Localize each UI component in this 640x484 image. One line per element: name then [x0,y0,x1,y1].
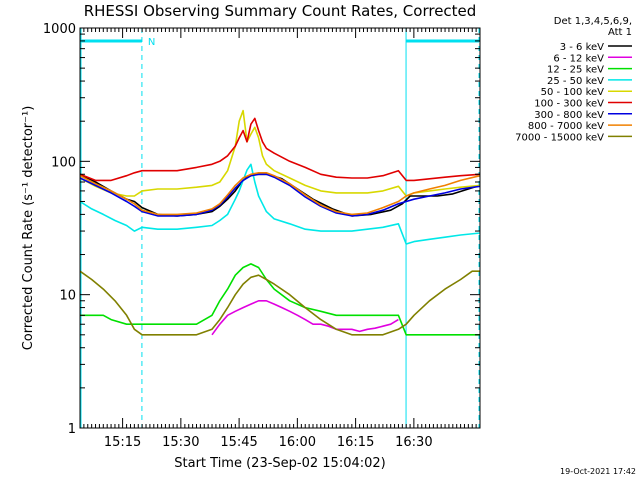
night-label: N [148,37,155,48]
x-tick-label: 15:30 [162,435,199,450]
legend-label: 100 - 300 keV [534,99,604,110]
legend-label: 3 - 6 keV [560,42,604,53]
x-tick-label: 15:45 [220,435,257,450]
y-tick-label: 100 [51,155,76,170]
legend-label: 6 - 12 keV [553,53,604,64]
legend-label: 50 - 100 keV [541,87,605,98]
legend-header: Att 1 [608,27,632,38]
legend-label: 300 - 800 keV [534,110,604,121]
series-line-7000-15000-kev [79,270,480,336]
chart-title: RHESSI Observing Summary Count Rates, Co… [84,2,477,20]
legend-header: Det 1,3,4,5,6,9, [554,16,632,27]
x-tick-label: 16:30 [395,435,432,450]
plot-frame [79,27,481,429]
legend-label: 25 - 50 keV [547,76,604,87]
x-axis-label: Start Time (23-Sep-02 15:04:02) [174,456,385,471]
y-tick-label: 1000 [43,22,76,37]
x-tick-label: 15:15 [104,435,141,450]
legend-label: 7000 - 15000 keV [515,132,604,143]
series-line-50-100-kev [79,109,481,197]
x-axis: 15:15 15:30 15:45 16:00 16:15 16:30 [79,28,481,450]
series-line-800-7000-kev [79,172,481,216]
footer-date: 19-Oct-2021 17:42 [560,467,636,476]
x-tick-label: 16:15 [337,435,374,450]
y-axis-label: Corrected Count Rate (s⁻¹ detector⁻¹) [21,106,36,351]
x-tick-label: 16:00 [279,435,316,450]
y-tick-label: 1 [68,422,76,437]
series-line-6-12-kev [211,299,399,336]
series-line-100-300-kev [79,117,481,182]
legend-label: 800 - 7000 keV [528,121,604,132]
legend-label: 12 - 25 keV [547,65,604,76]
series-line-25-50-kev [79,163,481,245]
series-line-300-800-kev [79,173,481,217]
data-series [79,109,481,336]
y-axis: 1 10 100 1000 [43,22,480,437]
y-tick-label: 10 [59,289,76,304]
